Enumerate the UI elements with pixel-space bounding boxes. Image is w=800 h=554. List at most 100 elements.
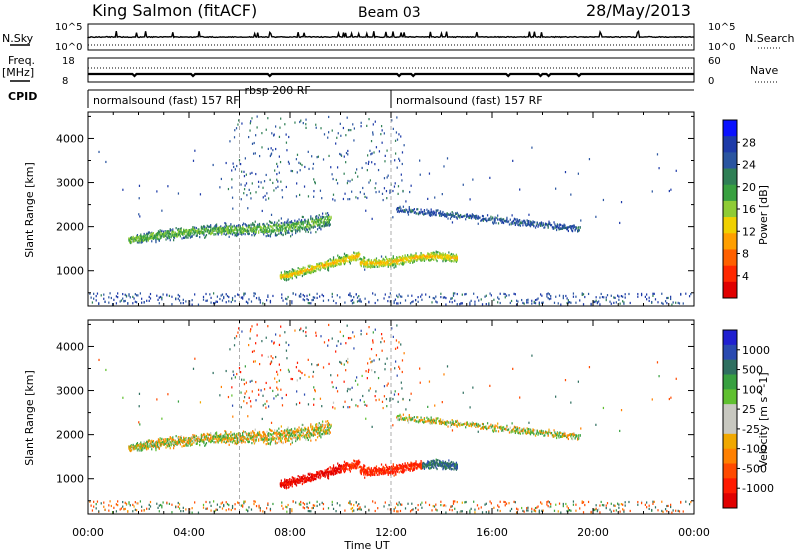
power-cell (315, 266, 317, 270)
power-cell (469, 214, 471, 217)
power-cell (192, 226, 194, 229)
power-cell (522, 221, 524, 224)
power-cell (356, 256, 358, 259)
power-cell (466, 213, 468, 216)
power-cell (386, 197, 388, 200)
power-cell (258, 185, 260, 188)
power-cell (316, 267, 318, 270)
velocity-cell (343, 460, 346, 463)
power-cell (411, 210, 413, 213)
power-cell (263, 224, 266, 227)
power-cell (242, 297, 244, 300)
power-cell (159, 295, 162, 299)
power-cell (431, 252, 433, 255)
power-cell (531, 302, 533, 305)
velocity-cell (327, 429, 329, 432)
power-cell (247, 228, 249, 231)
power-cell (398, 206, 400, 210)
power-cell (457, 214, 459, 217)
power-cell (232, 229, 235, 232)
power-cell (377, 261, 379, 265)
velocity-cell (350, 463, 352, 467)
power-cell (489, 176, 491, 179)
power-cell (314, 222, 316, 225)
power-cell (266, 228, 268, 231)
velocity-cell (226, 432, 228, 436)
velocity-cell (302, 474, 304, 477)
power-cell (347, 179, 349, 183)
velocity-cell (349, 470, 351, 473)
power-cell (285, 277, 288, 280)
power-cell (458, 214, 460, 217)
velocity-cell (307, 477, 309, 480)
power-cell (420, 208, 422, 211)
velocity-cell (321, 472, 324, 476)
power-cell (157, 238, 160, 241)
power-cell (356, 296, 359, 299)
velocity-cell (280, 483, 282, 486)
power-cell (441, 257, 443, 260)
velocity-cell (254, 434, 256, 437)
velocity-cell (180, 440, 182, 443)
power-cell (422, 213, 425, 216)
power-cell (179, 228, 181, 231)
power-cell (343, 252, 346, 255)
power-cell (369, 263, 372, 267)
power-cell (485, 303, 487, 306)
power-cell (661, 292, 663, 295)
power-cell (295, 276, 298, 279)
velocity-cell (249, 437, 251, 440)
velocity-cell (162, 442, 165, 446)
power-cell (500, 220, 502, 223)
power-cell (295, 270, 298, 273)
power-cell (321, 221, 323, 224)
velocity-cell (277, 437, 279, 440)
power-cell (251, 228, 253, 231)
power-cell (289, 225, 291, 228)
power-cell (409, 259, 411, 262)
velocity-cell (138, 447, 140, 450)
power-cell (196, 231, 198, 235)
power-cell (299, 228, 301, 231)
power-cell (327, 214, 330, 217)
power-cell (271, 229, 273, 233)
power-cell (444, 257, 447, 261)
power-cell (291, 227, 293, 230)
power-cell (300, 222, 303, 225)
velocity-cell (323, 433, 325, 436)
power-cell (189, 303, 191, 306)
power-cell (267, 225, 269, 228)
velocity-cell (189, 442, 191, 445)
velocity-cell (299, 481, 301, 484)
power-cell (271, 132, 273, 135)
power-cell (396, 256, 398, 259)
power-cell (258, 154, 261, 158)
power-cell (295, 272, 297, 275)
velocity-cell (130, 445, 133, 448)
velocity-cell (274, 432, 276, 435)
power-cell (312, 226, 314, 229)
velocity-cell (321, 471, 323, 474)
velocity-cell (350, 467, 352, 471)
power-cell (459, 303, 461, 306)
power-cell (351, 178, 353, 181)
power-cell (569, 301, 571, 304)
velocity-cell (257, 434, 259, 437)
power-cell (536, 221, 538, 224)
power-cell (390, 263, 392, 266)
power-cell (367, 162, 370, 166)
power-cell (373, 265, 375, 268)
velocity-cell (261, 437, 263, 441)
velocity-cell (145, 444, 147, 447)
velocity-cell (196, 438, 198, 441)
power-cell (287, 278, 289, 281)
power-cell (185, 228, 187, 232)
power-cell (429, 214, 431, 217)
velocity-cell (287, 426, 289, 429)
velocity-cell (149, 444, 151, 447)
velocity-cell (225, 438, 227, 441)
power-cell (194, 149, 196, 152)
power-cell (312, 223, 314, 226)
velocity-cell (295, 478, 298, 481)
power-cell (326, 260, 328, 264)
